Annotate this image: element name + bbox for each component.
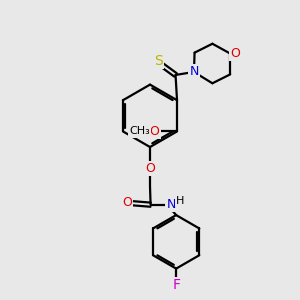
- Text: F: F: [172, 278, 180, 292]
- Text: N: N: [167, 198, 176, 211]
- Text: S: S: [154, 54, 163, 68]
- Text: O: O: [231, 47, 241, 60]
- Text: N: N: [189, 65, 199, 79]
- Text: O: O: [122, 196, 132, 209]
- Text: O: O: [145, 162, 155, 175]
- Text: CH₃: CH₃: [129, 126, 150, 136]
- Text: O: O: [149, 125, 159, 138]
- Text: H: H: [176, 196, 184, 206]
